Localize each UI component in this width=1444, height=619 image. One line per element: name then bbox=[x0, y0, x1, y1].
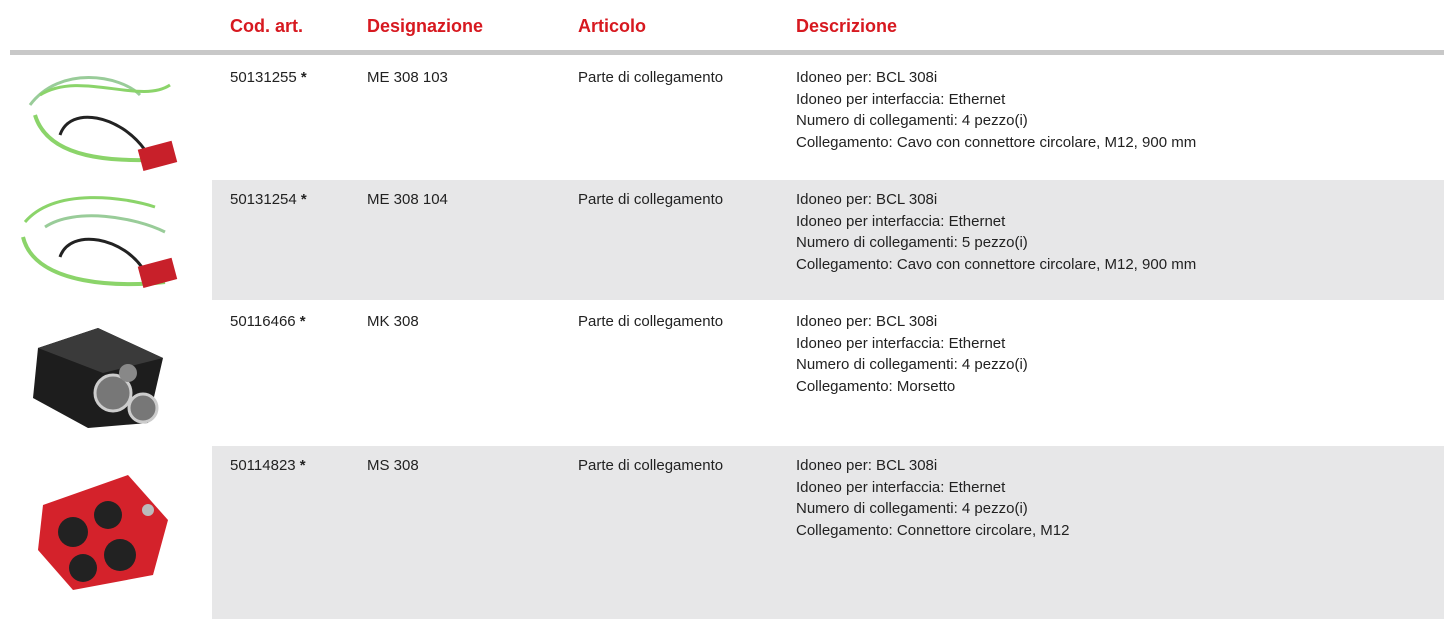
description-line: Numero di collegamenti: 4 pezzo(i) bbox=[796, 500, 1028, 517]
article: Parte di collegamento bbox=[578, 457, 724, 474]
code: 50131254 bbox=[230, 191, 297, 208]
article-code: 50131255 * bbox=[230, 67, 307, 89]
column-header: Designazione bbox=[367, 16, 484, 36]
description: Idoneo per: BCL 308i Idoneo per interfacc… bbox=[796, 67, 1196, 153]
product-image bbox=[38, 475, 168, 590]
description-line: Idoneo per: BCL 308i bbox=[796, 191, 938, 208]
description-line: Numero di collegamenti: 4 pezzo(i) bbox=[796, 112, 1028, 129]
code-mark: * bbox=[300, 191, 307, 208]
row-background bbox=[212, 446, 1444, 619]
description-line: Collegamento: Morsetto bbox=[796, 377, 956, 395]
description-line: Idoneo per interfaccia: Ethernet bbox=[796, 334, 1006, 352]
description: Idoneo per: BCL 308i Idoneo per interfacc… bbox=[796, 311, 1028, 397]
product-image bbox=[21, 196, 178, 289]
designation: ME 308 104 bbox=[367, 191, 448, 208]
description-line: Idoneo per: BCL 308i bbox=[796, 69, 938, 86]
code: 50114823 bbox=[230, 457, 296, 474]
description-line: Idoneo per interfaccia: Ethernet bbox=[796, 478, 1006, 496]
column-header: Articolo bbox=[578, 16, 647, 36]
description: Idoneo per: BCL 308i Idoneo per interfacc… bbox=[796, 189, 1196, 275]
article: Parte di collegamento bbox=[578, 69, 724, 86]
designation: MK 308 bbox=[367, 313, 419, 330]
header-rule bbox=[10, 50, 1444, 55]
product-image bbox=[33, 328, 163, 428]
description: Idoneo per: BCL 308i Idoneo per interfacc… bbox=[796, 455, 1069, 541]
product-image bbox=[28, 76, 178, 172]
code: 50131255 bbox=[230, 69, 297, 86]
code-mark: * bbox=[299, 313, 306, 330]
code-mark: * bbox=[300, 69, 307, 86]
description-line: Idoneo per: BCL 308i bbox=[796, 313, 938, 330]
description-line: Numero di collegamenti: 5 pezzo(i) bbox=[796, 234, 1028, 251]
description-line: Collegamento: Cavo con connettore circol… bbox=[796, 133, 1197, 151]
description-line: Idoneo per interfaccia: Ethernet bbox=[796, 90, 1006, 108]
code-mark: * bbox=[299, 457, 306, 474]
description-line: Numero di collegamenti: 4 pezzo(i) bbox=[796, 356, 1028, 373]
description-line: Idoneo per interfaccia: Ethernet bbox=[796, 212, 1006, 230]
article-code: 50131254 * bbox=[230, 189, 307, 211]
row-background bbox=[212, 180, 1444, 300]
description-line: Collegamento: Cavo con connettore circol… bbox=[796, 255, 1197, 273]
designation: ME 308 103 bbox=[367, 69, 448, 86]
article: Parte di collegamento bbox=[578, 191, 724, 208]
column-header: Descrizione bbox=[796, 16, 898, 36]
article: Parte di collegamento bbox=[578, 313, 724, 330]
description-line: Collegamento: Connettore circolare, M12 bbox=[796, 521, 1070, 539]
code: 50116466 bbox=[230, 313, 296, 330]
article-code: 50116466 * bbox=[230, 311, 306, 333]
article-code: 50114823 * bbox=[230, 455, 306, 477]
designation: MS 308 bbox=[367, 457, 419, 474]
column-header: Cod. art. bbox=[230, 16, 304, 36]
description-line: Idoneo per: BCL 308i bbox=[796, 457, 938, 474]
